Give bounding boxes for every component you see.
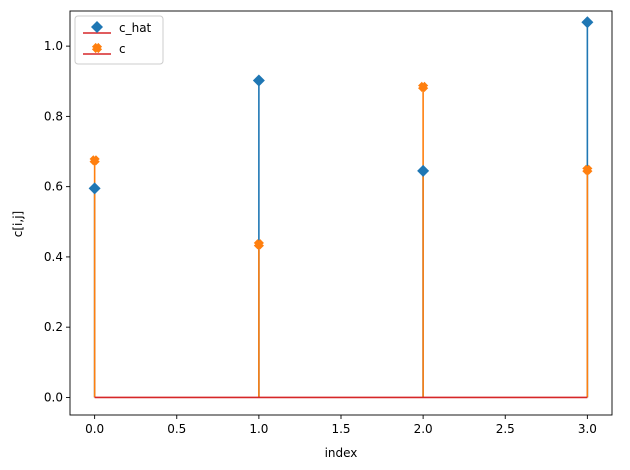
data-point xyxy=(417,164,430,177)
markers-c xyxy=(89,81,593,250)
series-c_hat xyxy=(93,22,589,398)
data-point xyxy=(582,164,593,175)
legend-marker xyxy=(91,42,103,54)
x-axis-label: index xyxy=(325,446,358,460)
markers-c_hat xyxy=(88,16,594,195)
data-point xyxy=(89,155,100,166)
plot-area xyxy=(88,16,594,399)
x-tick-label: 3.0 xyxy=(578,422,597,436)
data-point xyxy=(88,182,101,195)
y-tick-label: 0.2 xyxy=(44,320,63,334)
data-point xyxy=(581,16,594,29)
x-tick-label: 1.0 xyxy=(249,422,268,436)
y-tick-label: 0.4 xyxy=(44,250,63,264)
data-point xyxy=(418,81,429,92)
x-tick-label: 1.5 xyxy=(331,422,350,436)
y-tick-label: 0.8 xyxy=(44,109,63,123)
x-tick-label: 0.5 xyxy=(167,422,186,436)
data-point xyxy=(252,74,265,87)
data-point xyxy=(253,239,264,250)
y-tick-label: 1.0 xyxy=(44,39,63,53)
x-tick-label: 0.0 xyxy=(85,422,104,436)
plot-frame xyxy=(69,10,613,416)
x-tick-label: 2.5 xyxy=(496,422,515,436)
y-tick-label: 0.0 xyxy=(44,390,63,404)
x-tick-label: 2.0 xyxy=(414,422,433,436)
axes: 0.0 0.5 1.0 1.5 2.0 2.5 3.0 0.0 0.2 0.4 0.6 0.8 1.0 xyxy=(44,10,613,436)
series-c xyxy=(93,86,589,398)
y-tick-label: 0.6 xyxy=(44,180,63,194)
legend-entry-c_hat: c_hat xyxy=(83,21,152,35)
y-axis-label: c[i,j] xyxy=(11,211,25,237)
legend-marker xyxy=(91,21,103,33)
legend-label: c xyxy=(119,42,126,56)
legend-entry-c: c xyxy=(83,42,126,56)
legend-label: c_hat xyxy=(119,21,152,35)
